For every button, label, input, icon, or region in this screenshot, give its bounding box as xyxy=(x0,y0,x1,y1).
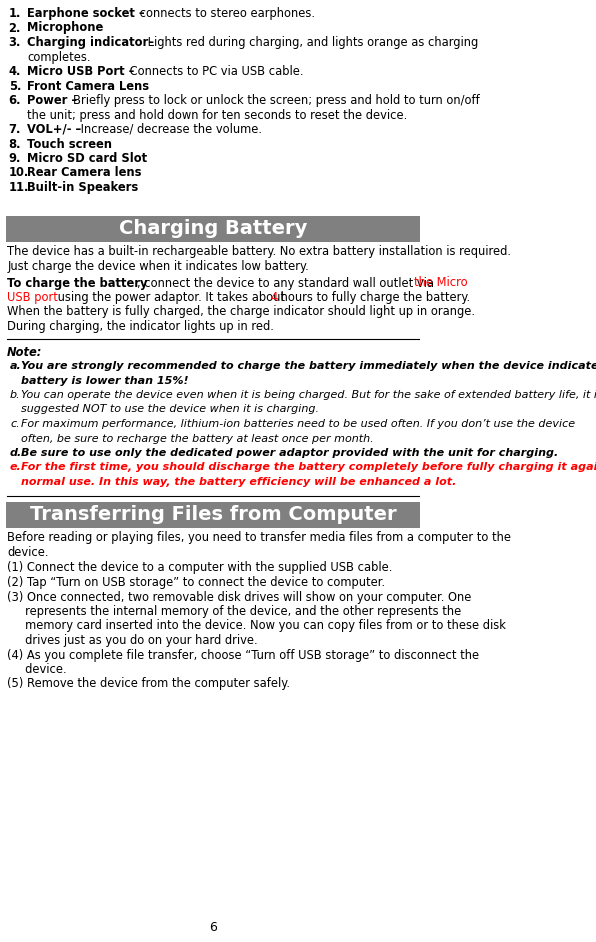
Text: Before reading or playing files, you need to transfer media files from a compute: Before reading or playing files, you nee… xyxy=(7,531,511,544)
Text: For the first time, you should discharge the battery completely before fully cha: For the first time, you should discharge… xyxy=(21,463,596,473)
Text: drives just as you do on your hard drive.: drives just as you do on your hard drive… xyxy=(7,634,258,647)
Text: c.: c. xyxy=(10,419,20,429)
Text: completes.: completes. xyxy=(27,51,91,63)
Text: b.: b. xyxy=(10,390,21,400)
Text: Increase/ decrease the volume.: Increase/ decrease the volume. xyxy=(77,123,262,136)
Text: Transferring Files from Computer: Transferring Files from Computer xyxy=(30,505,396,524)
Text: Micro SD card Slot: Micro SD card Slot xyxy=(27,152,147,165)
Text: 9.: 9. xyxy=(8,152,21,165)
Text: memory card inserted into the device. Now you can copy files from or to these di: memory card inserted into the device. No… xyxy=(7,620,506,632)
Text: battery is lower than 15%!: battery is lower than 15%! xyxy=(21,376,189,385)
Text: the unit; press and hold down for ten seconds to reset the device.: the unit; press and hold down for ten se… xyxy=(27,108,408,122)
Text: When the battery is fully charged, the charge indicator should light up in orang: When the battery is fully charged, the c… xyxy=(7,305,475,318)
Text: For maximum performance, lithium-ion batteries need to be used often. If you don: For maximum performance, lithium-ion bat… xyxy=(21,419,576,429)
Text: 2.: 2. xyxy=(8,22,21,35)
Text: 5.: 5. xyxy=(8,79,21,92)
Text: 3.: 3. xyxy=(8,36,21,49)
Text: 8.: 8. xyxy=(8,138,21,151)
Text: device.: device. xyxy=(7,663,67,676)
Text: You can operate the device even when it is being charged. But for the sake of ex: You can operate the device even when it … xyxy=(21,390,596,400)
Text: Front Camera Lens: Front Camera Lens xyxy=(27,79,149,92)
Text: e.: e. xyxy=(10,463,22,473)
Text: VOL+/- –: VOL+/- – xyxy=(27,123,82,136)
Text: device.: device. xyxy=(7,546,49,559)
Text: Touch screen: Touch screen xyxy=(27,138,112,151)
Text: Earphone socket –: Earphone socket – xyxy=(27,7,145,20)
Text: Charging indicator–: Charging indicator– xyxy=(27,36,154,49)
Text: (5) Remove the device from the computer safely.: (5) Remove the device from the computer … xyxy=(7,677,290,690)
Text: the Micro: the Micro xyxy=(414,277,467,289)
FancyBboxPatch shape xyxy=(6,501,420,528)
Text: d.: d. xyxy=(10,448,22,458)
Text: represents the internal memory of the device, and the other represents the: represents the internal memory of the de… xyxy=(7,605,461,618)
Text: a.: a. xyxy=(10,361,22,371)
Text: normal use. In this way, the battery efficiency will be enhanced a lot.: normal use. In this way, the battery eff… xyxy=(21,477,457,487)
Text: , connect the device to any standard wall outlet via: , connect the device to any standard wal… xyxy=(136,277,437,289)
Text: The device has a built-in rechargeable battery. No extra battery installation is: The device has a built-in rechargeable b… xyxy=(7,246,511,258)
Text: 6.: 6. xyxy=(8,94,21,107)
Text: (1) Connect the device to a computer with the supplied USB cable.: (1) Connect the device to a computer wit… xyxy=(7,561,393,575)
Text: Built-in Speakers: Built-in Speakers xyxy=(27,181,138,194)
Text: To charge the battery: To charge the battery xyxy=(7,277,148,289)
Text: 4.: 4. xyxy=(8,65,21,78)
FancyBboxPatch shape xyxy=(6,216,420,241)
Text: USB port: USB port xyxy=(7,291,58,304)
Text: connects to stereo earphones.: connects to stereo earphones. xyxy=(136,7,315,20)
Text: 6: 6 xyxy=(209,921,217,934)
Text: Note:: Note: xyxy=(7,347,42,360)
Text: suggested NOT to use the device when it is charging.: suggested NOT to use the device when it … xyxy=(21,404,319,414)
Text: Rear Camera lens: Rear Camera lens xyxy=(27,167,142,180)
Text: (4) As you complete file transfer, choose “Turn off USB storage” to disconnect t: (4) As you complete file transfer, choos… xyxy=(7,648,479,661)
Text: 11.: 11. xyxy=(8,181,29,194)
Text: often, be sure to recharge the battery at least once per month.: often, be sure to recharge the battery a… xyxy=(21,433,374,444)
Text: Charging Battery: Charging Battery xyxy=(119,219,307,238)
Text: Connects to PC via USB cable.: Connects to PC via USB cable. xyxy=(126,65,303,78)
Text: Micro USB Port –: Micro USB Port – xyxy=(27,65,135,78)
Text: Briefly press to lock or unlock the screen; press and hold to turn on/off: Briefly press to lock or unlock the scre… xyxy=(73,94,480,107)
Text: Power –: Power – xyxy=(27,94,77,107)
Text: Be sure to use only the dedicated power adaptor provided with the unit for charg: Be sure to use only the dedicated power … xyxy=(21,448,558,458)
Text: Lights red during charging, and lights orange as charging: Lights red during charging, and lights o… xyxy=(144,36,479,49)
Text: 7.: 7. xyxy=(8,123,21,136)
Text: You are strongly recommended to charge the battery immediately when the device i: You are strongly recommended to charge t… xyxy=(21,361,596,371)
Text: During charging, the indicator lights up in red.: During charging, the indicator lights up… xyxy=(7,320,274,333)
Text: hours to fully charge the battery.: hours to fully charge the battery. xyxy=(277,291,470,304)
Text: (3) Once connected, two removable disk drives will show on your computer. One: (3) Once connected, two removable disk d… xyxy=(7,591,471,604)
Text: (2) Tap “Turn on USB storage” to connect the device to computer.: (2) Tap “Turn on USB storage” to connect… xyxy=(7,576,385,589)
Text: Just charge the device when it indicates low battery.: Just charge the device when it indicates… xyxy=(7,260,309,273)
Text: 4: 4 xyxy=(271,291,278,304)
Text: using the power adaptor. It takes about: using the power adaptor. It takes about xyxy=(54,291,288,304)
Text: 1.: 1. xyxy=(8,7,21,20)
Text: 10.: 10. xyxy=(8,167,29,180)
Text: Microphone: Microphone xyxy=(27,22,103,35)
